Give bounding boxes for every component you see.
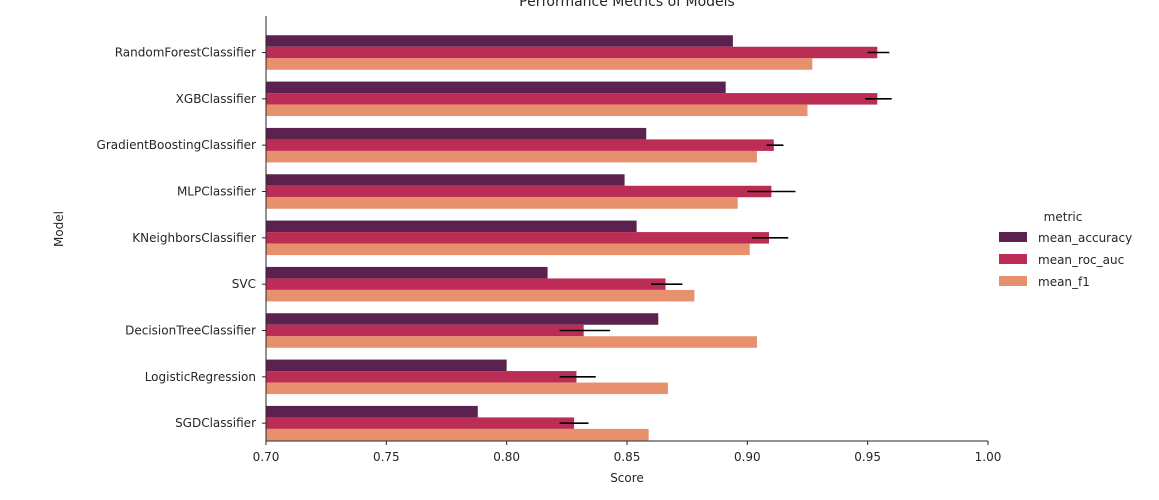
bar-mean-accuracy	[266, 359, 507, 372]
bar-mean-accuracy	[266, 35, 733, 47]
bar-mean-roc-auc	[266, 46, 878, 59]
bar-mean-f1	[266, 336, 757, 348]
bar-mean-accuracy	[266, 220, 637, 233]
y-tick-label: KNeighborsClassifier	[132, 231, 256, 245]
bar-mean-roc-auc	[266, 278, 666, 290]
legend-label: mean_accuracy	[1038, 231, 1132, 245]
y-tick-label: GradientBoostingClassifier	[97, 138, 257, 152]
x-tick-label: 0.95	[854, 450, 881, 464]
y-tick-label: RandomForestClassifier	[115, 46, 256, 60]
legend-swatch-mean-accuracy	[999, 232, 1027, 242]
bar-mean-f1	[266, 289, 695, 302]
y-tick-label: MLPClassifier	[177, 185, 256, 199]
legend: metric mean_accuracy mean_roc_auc mean_f1	[999, 210, 1132, 289]
x-tick-label: 0.70	[253, 450, 280, 464]
x-tick-label: 0.80	[493, 450, 520, 464]
bar-mean-roc-auc	[266, 232, 769, 244]
bar-mean-roc-auc	[266, 139, 774, 151]
y-tick-label: SVC	[232, 277, 256, 291]
legend-swatch-mean-roc-auc	[999, 254, 1027, 264]
bar-mean-roc-auc	[266, 324, 584, 337]
legend-label: mean_f1	[1038, 275, 1090, 289]
bar-mean-roc-auc	[266, 93, 878, 105]
x-tick-label: 0.85	[614, 450, 641, 464]
y-axis-title: Model	[52, 211, 66, 247]
error-bars-layer	[559, 51, 892, 424]
bar-mean-roc-auc	[266, 417, 575, 429]
bar-mean-f1	[266, 243, 750, 256]
x-tick-label: 1.00	[975, 450, 1002, 464]
bar-mean-accuracy	[266, 127, 647, 140]
y-ticks: RandomForestClassifier XGBClassifier Gradi…	[97, 46, 266, 430]
legend-label: mean_roc_auc	[1038, 253, 1124, 267]
x-axis-title: Score	[610, 471, 644, 485]
bar-mean-f1	[266, 382, 668, 395]
x-ticks: 0.70 0.75 0.80 0.85 0.90 0.95 1.00	[253, 441, 1002, 464]
bar-mean-f1	[266, 58, 813, 70]
x-tick-label: 0.90	[734, 450, 761, 464]
y-tick-label: DecisionTreeClassifier	[125, 324, 256, 338]
bar-mean-accuracy	[266, 81, 726, 94]
bar-mean-accuracy	[266, 405, 478, 418]
bar-mean-accuracy	[266, 313, 659, 325]
bars-layer	[266, 35, 878, 441]
legend-title: metric	[1044, 210, 1083, 224]
bar-mean-f1	[266, 104, 808, 117]
y-tick-label: SGDClassifier	[175, 416, 256, 430]
bar-mean-accuracy	[266, 174, 625, 186]
bar-mean-roc-auc	[266, 371, 577, 383]
bar-mean-accuracy	[266, 266, 548, 279]
legend-swatch-mean-f1	[999, 276, 1027, 286]
bar-mean-f1	[266, 150, 757, 163]
chart-title: Performance Metrics of Models	[519, 0, 735, 10]
bar-mean-f1	[266, 428, 649, 441]
x-tick-label: 0.75	[373, 450, 400, 464]
y-tick-label: XGBClassifier	[176, 92, 256, 106]
bar-mean-roc-auc	[266, 185, 772, 198]
y-tick-label: LogisticRegression	[145, 370, 256, 384]
bar-mean-f1	[266, 197, 738, 209]
